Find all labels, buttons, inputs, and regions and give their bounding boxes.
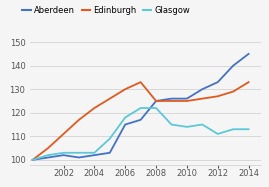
Legend: Aberdeen, Edinburgh, Glasgow: Aberdeen, Edinburgh, Glasgow [22, 6, 190, 15]
